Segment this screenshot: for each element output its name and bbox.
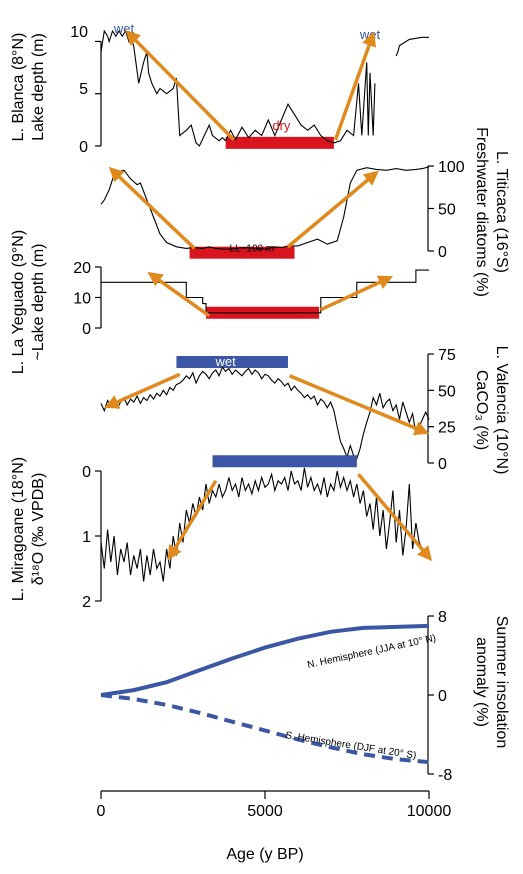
blanca-period-bar (225, 136, 334, 149)
blanca-ylabel-line2: Lake depth (m) (30, 33, 47, 141)
miragoane-period-bar (212, 455, 357, 468)
titicaca-ylabel-line1: L. Titicaca (16°S) (493, 151, 510, 273)
insolation-ytick-label: 0 (438, 688, 447, 705)
blanca-ylabel-line1: L. Blanca (8°N) (10, 33, 27, 142)
panel-titicaca-marks: 0 50 100 LL -100 m (100, 159, 465, 261)
titicaca-series-line (100, 166, 430, 250)
insolation-ytick-label: -8 (438, 767, 452, 784)
panel-miragoane: 0 1 2 L. Miragoane (18°N) δ¹⁸O (‰ VPDB) (10, 455, 433, 611)
titicaca-ytick-label: 0 (438, 244, 447, 261)
miragoane-ylabel-line2: δ¹⁸O (‰ VPDB) (30, 473, 47, 586)
blanca-trend-arrow (333, 31, 377, 141)
miragoane-ylabel-line1: L. Miragoane (18°N) (10, 457, 27, 601)
blanca-ytick-5: 5 (79, 81, 88, 98)
titicaca-annotation: LL -100 m (230, 244, 275, 255)
x-axis-label: Age (y BP) (226, 846, 303, 863)
yeguado-series-line (101, 269, 429, 314)
valencia-ytick-label: 0 (438, 456, 447, 473)
miragoane-ytick-label: 1 (82, 529, 91, 546)
miragoane-trend-arrow (357, 473, 433, 562)
blanca-ytick-0: 0 (79, 139, 88, 156)
blanca-annotation: wet (113, 21, 135, 36)
titicaca-ytick-label: 100 (438, 159, 465, 176)
blanca-trend-arrow (125, 29, 236, 141)
valencia-period-bar (176, 355, 288, 368)
yeguado-trend-arrow (320, 275, 394, 312)
valencia-series-line (100, 365, 430, 460)
panel-valencia: 0 25 50 75 wet L. Valencia (10°N) CaCO₃ (%) (100, 346, 510, 475)
titicaca-ytick-label: 50 (438, 202, 456, 219)
blanca-ytick-10: 10 (70, 24, 88, 41)
miragoane-series-line (100, 467, 429, 582)
miragoane-trend-arrow (167, 479, 218, 561)
valencia-ytick-label: 25 (438, 420, 456, 437)
yeguado-ytick-label: 20 (73, 260, 91, 277)
valencia-annotation: wet (215, 354, 237, 369)
panel-insolation: -8 0 8N. Hemisphere (JJA at 10° N) S. Hemis… (97, 609, 510, 863)
titicaca-period-bar (189, 246, 295, 259)
panel-yeguado-marks: 0 10 20 (73, 260, 429, 338)
yeguado-ylabel-line1: L. La Yeguado (9°N) (10, 230, 27, 374)
valencia-trend-arrow (104, 372, 181, 409)
blanca-series-line (225, 62, 376, 144)
yeguado-ytick-label: 10 (73, 291, 91, 308)
miragoane-ytick-label: 0 (82, 464, 91, 481)
sh-series-label: S. Hemisphere (DJF at 20° S) (285, 730, 417, 762)
insolation-series-line (100, 693, 430, 765)
miragoane-ytick-label: 2 (82, 594, 91, 611)
valencia-ylabel-line1: L. Valencia (10°N) (493, 346, 510, 475)
valencia-ytick-label: 75 (438, 347, 456, 364)
valencia-trend-arrow (288, 374, 430, 435)
titicaca-trend-arrow (286, 170, 379, 249)
blanca-annotation: dry (272, 118, 291, 133)
titicaca-trend-arrow (108, 166, 196, 250)
titicaca-ylabel-line2: Freshwater diatoms (%) (473, 127, 490, 297)
panel-titicaca: 0 50 100 LL -100 m L. Titicaca (16°S) Fresh… (100, 127, 510, 297)
yeguado-ytick-label: 0 (82, 321, 91, 338)
blanca-series-line (100, 29, 226, 147)
panel-valencia-marks: 0 25 50 75 wet (100, 347, 456, 473)
x-tick-label: 10000 (407, 803, 452, 820)
insolation-ylabel-line2: anomaly (%) (473, 637, 490, 727)
insolation-series-line (100, 623, 430, 697)
insolation-ytick-label: 8 (438, 609, 447, 626)
x-tick-label: 5000 (247, 803, 283, 820)
nh-series-label: N. Hemisphere (JJA at 10° N) (306, 633, 437, 671)
valencia-ylabel-line2: CaCO₃ (%) (473, 370, 490, 450)
yeguado-ylabel-line2: ~Lake depth (m) (30, 244, 47, 361)
insolation-ylabel-line1: Summer insolation (493, 616, 510, 749)
valencia-ytick-label: 50 (438, 383, 456, 400)
blanca-series-line (395, 36, 429, 57)
yeguado-trend-arrow (147, 271, 211, 318)
panel-yeguado: 0 10 20 L. La Yeguado (9°N) ~Lake depth (m… (10, 230, 429, 374)
panel-insolation-marks: -8 0 8N. Hemisphere (JJA at 10° N) S. Hemis… (97, 609, 453, 820)
x-tick-label: 0 (97, 803, 106, 820)
panel-miragoane-marks: 0 1 2 (82, 455, 433, 611)
